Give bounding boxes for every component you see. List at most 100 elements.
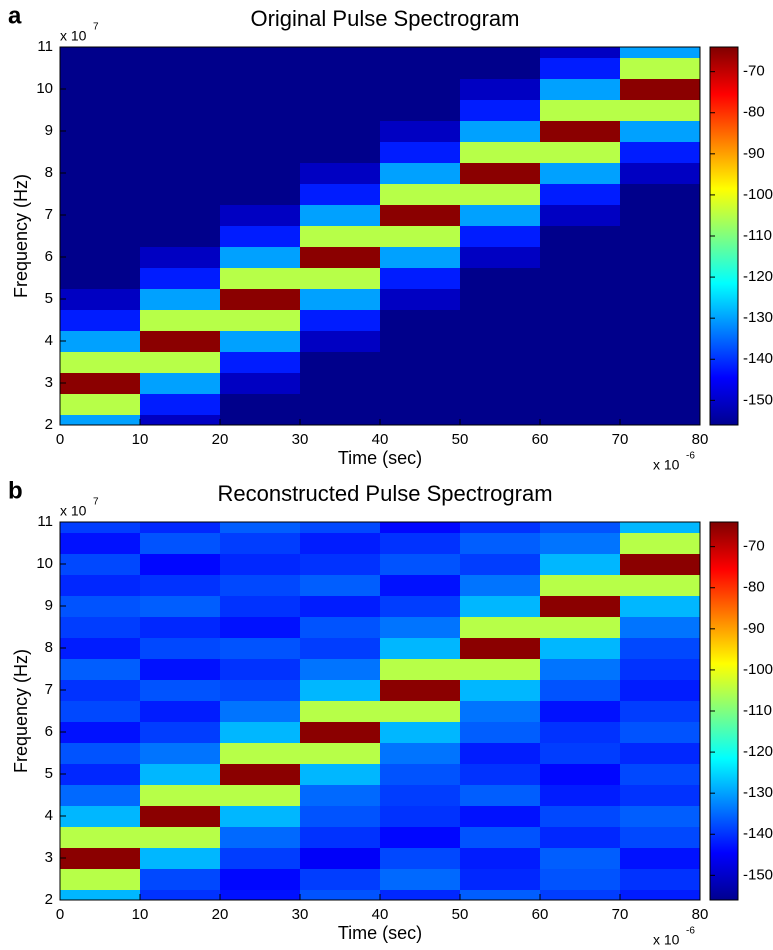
colorbar-tick-label: -100 — [743, 186, 773, 203]
colorbar-tick-label: -80 — [743, 579, 765, 596]
cell — [620, 721, 701, 743]
cell — [60, 120, 141, 142]
cell — [220, 372, 301, 394]
x-tick-label: 30 — [292, 906, 309, 923]
cell — [140, 330, 221, 352]
cell — [620, 78, 701, 100]
cell — [220, 595, 301, 617]
cell — [460, 141, 541, 163]
cell — [380, 393, 461, 415]
cell — [220, 658, 301, 680]
cell — [220, 78, 301, 100]
cell — [220, 267, 301, 289]
cell — [380, 522, 461, 533]
cell — [460, 889, 541, 901]
cell — [380, 868, 461, 890]
colorbar-tick-label: -110 — [743, 702, 772, 719]
cell — [540, 330, 621, 352]
x-multiplier: x 10 — [653, 457, 680, 473]
cell — [540, 784, 621, 806]
cell — [460, 847, 541, 869]
cell — [140, 742, 221, 764]
cell — [60, 679, 141, 701]
cell — [60, 868, 141, 890]
cell — [540, 637, 621, 659]
cell — [540, 532, 621, 554]
cell — [60, 847, 141, 869]
cell — [140, 414, 221, 426]
cell — [620, 47, 701, 58]
cell — [220, 47, 301, 58]
colorbar-tick-label: -130 — [743, 784, 773, 801]
cell — [380, 721, 461, 743]
cell — [380, 288, 461, 310]
cell — [540, 721, 621, 743]
cell — [140, 120, 221, 142]
heatmap — [60, 47, 701, 426]
y-tick-label: 9 — [45, 122, 53, 139]
cell — [140, 532, 221, 554]
cell — [380, 805, 461, 827]
cell — [220, 889, 301, 901]
cell — [140, 351, 221, 373]
cell — [60, 225, 141, 247]
cell — [460, 532, 541, 554]
cell — [60, 330, 141, 352]
cell — [380, 616, 461, 638]
cell — [620, 679, 701, 701]
cell — [220, 414, 301, 426]
y-axis-label: Frequency (Hz) — [11, 649, 31, 773]
cell — [300, 288, 381, 310]
cell — [60, 47, 141, 58]
x-tick-label: 10 — [132, 906, 149, 923]
cell — [380, 120, 461, 142]
cell — [380, 574, 461, 596]
cell — [540, 47, 621, 58]
cell — [300, 595, 381, 617]
cell — [140, 183, 221, 205]
cell — [140, 225, 221, 247]
cell — [60, 522, 141, 533]
cell — [220, 120, 301, 142]
cell — [140, 309, 221, 331]
x-tick-label: 0 — [56, 431, 64, 448]
x-tick-label: 60 — [532, 431, 549, 448]
cell — [300, 784, 381, 806]
cell — [540, 616, 621, 638]
cell — [140, 700, 221, 722]
x-tick-label: 80 — [692, 906, 709, 923]
cell — [540, 372, 621, 394]
y-exponent: 7 — [93, 22, 99, 33]
cell — [300, 204, 381, 226]
cell — [460, 99, 541, 121]
cell — [300, 721, 381, 743]
x-tick-label: 30 — [292, 431, 309, 448]
cell — [140, 372, 221, 394]
colorbar-tick-label: -120 — [743, 743, 773, 760]
cell — [300, 372, 381, 394]
cell — [620, 784, 701, 806]
cell — [380, 742, 461, 764]
cell — [540, 267, 621, 289]
cell — [300, 826, 381, 848]
colorbar-tick-label: -120 — [743, 268, 773, 285]
y-exponent: 7 — [93, 497, 99, 508]
cell — [540, 847, 621, 869]
cell — [140, 99, 221, 121]
cell — [300, 309, 381, 331]
cell — [540, 868, 621, 890]
cell — [620, 637, 701, 659]
cell — [380, 78, 461, 100]
cell — [140, 246, 221, 268]
cell — [540, 309, 621, 331]
cell — [140, 847, 221, 869]
y-tick-label: 8 — [45, 164, 53, 181]
y-tick-label: 7 — [45, 206, 53, 223]
cell — [620, 393, 701, 415]
cell — [380, 414, 461, 426]
x-tick-label: 40 — [372, 906, 389, 923]
cell — [300, 889, 381, 901]
cell — [60, 595, 141, 617]
cell — [460, 868, 541, 890]
y-tick-label: 3 — [45, 849, 53, 866]
